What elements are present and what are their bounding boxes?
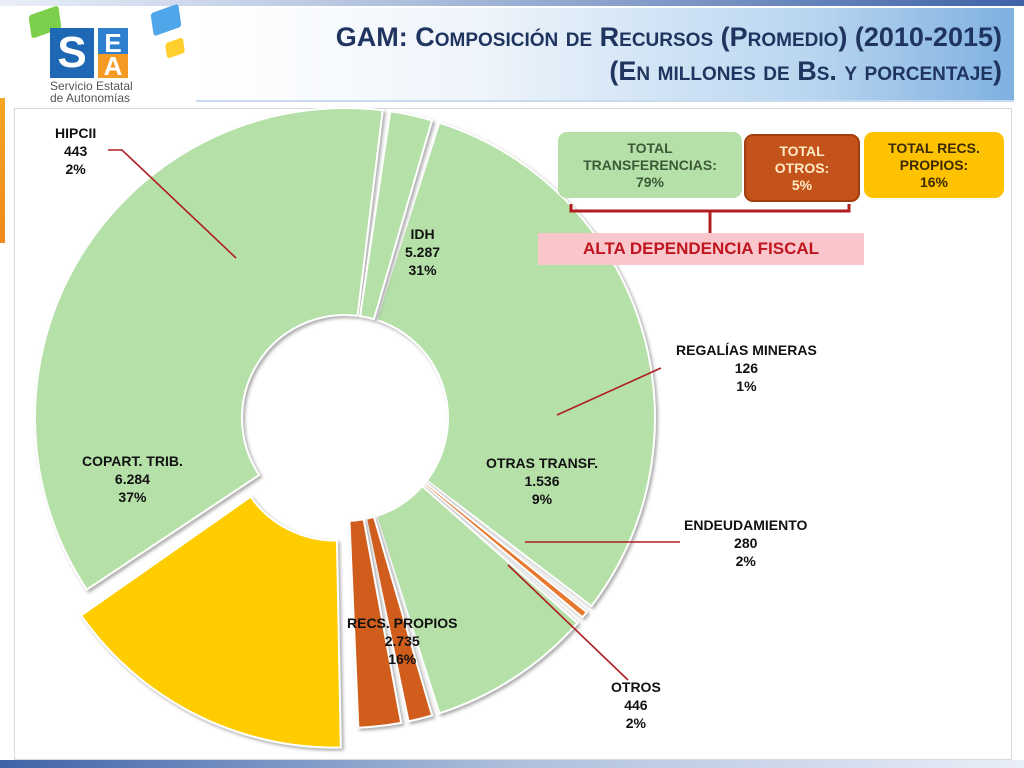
label-endeudamiento-name: ENDEUDAMIENTO bbox=[684, 517, 808, 533]
slice-recs-propios bbox=[79, 495, 342, 749]
logo-text-line1: Servicio Estatal bbox=[50, 79, 133, 93]
page-title: GAM: Composición de Recursos (Promedio) … bbox=[335, 22, 1002, 52]
logo-text-line2: de Autonomías bbox=[50, 91, 131, 105]
label-hipcii-value: 443 bbox=[63, 143, 88, 159]
label-recs-propios-name: RECS. PROPIOS bbox=[347, 615, 458, 631]
total-otros-line2: OTROS: bbox=[774, 159, 830, 176]
logo-letter-e: E bbox=[98, 28, 128, 58]
label-otras-transf-name: OTRAS TRANSF. bbox=[486, 455, 598, 471]
label-regalias-value: 126 bbox=[734, 360, 759, 376]
label-copart-trib-name: COPART. TRIB. bbox=[82, 453, 183, 469]
slice-regalías-mineras bbox=[422, 481, 589, 619]
label-recs-propios-value: 2.735 bbox=[384, 633, 420, 649]
leader-line-regalías-mineras bbox=[556, 367, 662, 416]
total-otros-line1: TOTAL bbox=[779, 142, 825, 159]
leader-line-hipcii bbox=[108, 149, 237, 259]
header-band bbox=[196, 8, 1014, 102]
leader-line-otros bbox=[507, 564, 629, 681]
label-copart-trib: COPART. TRIB. 6.284 37% bbox=[82, 452, 183, 506]
label-endeudamiento: ENDEUDAMIENTO 280 2% bbox=[684, 516, 807, 570]
slice-endeudamiento bbox=[364, 515, 434, 723]
summary-bracket bbox=[569, 204, 851, 233]
label-otras-transf-value: 1.536 bbox=[524, 473, 560, 489]
total-propios-box: TOTAL RECS. PROPIOS: 16% bbox=[864, 132, 1004, 198]
total-transferencias-line2: TRANSFERENCIAS: bbox=[583, 156, 717, 173]
logo-letter-s: S bbox=[50, 28, 94, 78]
label-hipcii-percent: 2% bbox=[65, 161, 86, 177]
slice-otras-transf bbox=[375, 484, 579, 715]
total-otros-value: 5% bbox=[791, 176, 813, 193]
total-propios-line1: TOTAL RECS. bbox=[888, 139, 980, 156]
logo-letter-a: A bbox=[98, 53, 128, 79]
label-copart-trib-percent: 37% bbox=[118, 489, 147, 505]
label-hipcii-name: HIPCII bbox=[55, 125, 97, 141]
label-regalias-name: REGALÍAS MINERAS bbox=[676, 342, 817, 358]
label-idh: IDH 5.287 31% bbox=[405, 225, 440, 279]
total-otros-box: TOTAL OTROS: 5% bbox=[744, 134, 860, 202]
label-otros: OTROS 446 2% bbox=[611, 678, 661, 732]
total-propios-value: 16% bbox=[919, 173, 949, 190]
left-accent-bar bbox=[0, 98, 5, 243]
total-propios-line2: PROPIOS: bbox=[899, 156, 969, 173]
slice-copart-trib bbox=[34, 107, 384, 592]
total-transferencias-value: 79% bbox=[635, 173, 665, 190]
top-decorative-strip bbox=[0, 0, 1024, 6]
label-otras-transf: OTRAS TRANSF. 1.536 9% bbox=[486, 454, 598, 508]
bottom-decorative-strip bbox=[0, 760, 1024, 768]
slice-hipcii bbox=[358, 110, 434, 321]
label-otros-name: OTROS bbox=[611, 679, 661, 695]
label-recs-propios: RECS. PROPIOS 2.735 16% bbox=[347, 614, 457, 668]
label-hipcii: HIPCII 443 2% bbox=[55, 124, 96, 178]
sea-logo: S E A Servicio Estatal de Autonomías bbox=[6, 2, 196, 105]
slice-otros bbox=[348, 518, 403, 729]
label-otros-value: 446 bbox=[624, 697, 648, 713]
label-regalias-percent: 1% bbox=[736, 378, 757, 394]
label-endeudamiento-percent: 2% bbox=[735, 553, 756, 569]
label-copart-trib-value: 6.284 bbox=[114, 471, 150, 487]
total-transferencias-line1: TOTAL bbox=[627, 139, 673, 156]
page-subtitle: (En millones de Bs. y porcentaje) bbox=[609, 56, 1002, 86]
label-recs-propios-percent: 16% bbox=[388, 651, 417, 667]
label-otros-percent: 2% bbox=[625, 715, 646, 731]
label-idh-value: 5.287 bbox=[405, 244, 441, 260]
label-otras-transf-percent: 9% bbox=[531, 491, 553, 507]
alta-dependencia-callout: ALTA DEPENDENCIA FISCAL bbox=[538, 233, 864, 265]
label-endeudamiento-value: 280 bbox=[734, 535, 758, 551]
label-idh-percent: 31% bbox=[408, 262, 437, 278]
total-transferencias-box: TOTAL TRANSFERENCIAS: 79% bbox=[558, 132, 742, 198]
label-regalias: REGALÍAS MINERAS 126 1% bbox=[676, 341, 817, 395]
label-idh-name: IDH bbox=[410, 226, 435, 242]
